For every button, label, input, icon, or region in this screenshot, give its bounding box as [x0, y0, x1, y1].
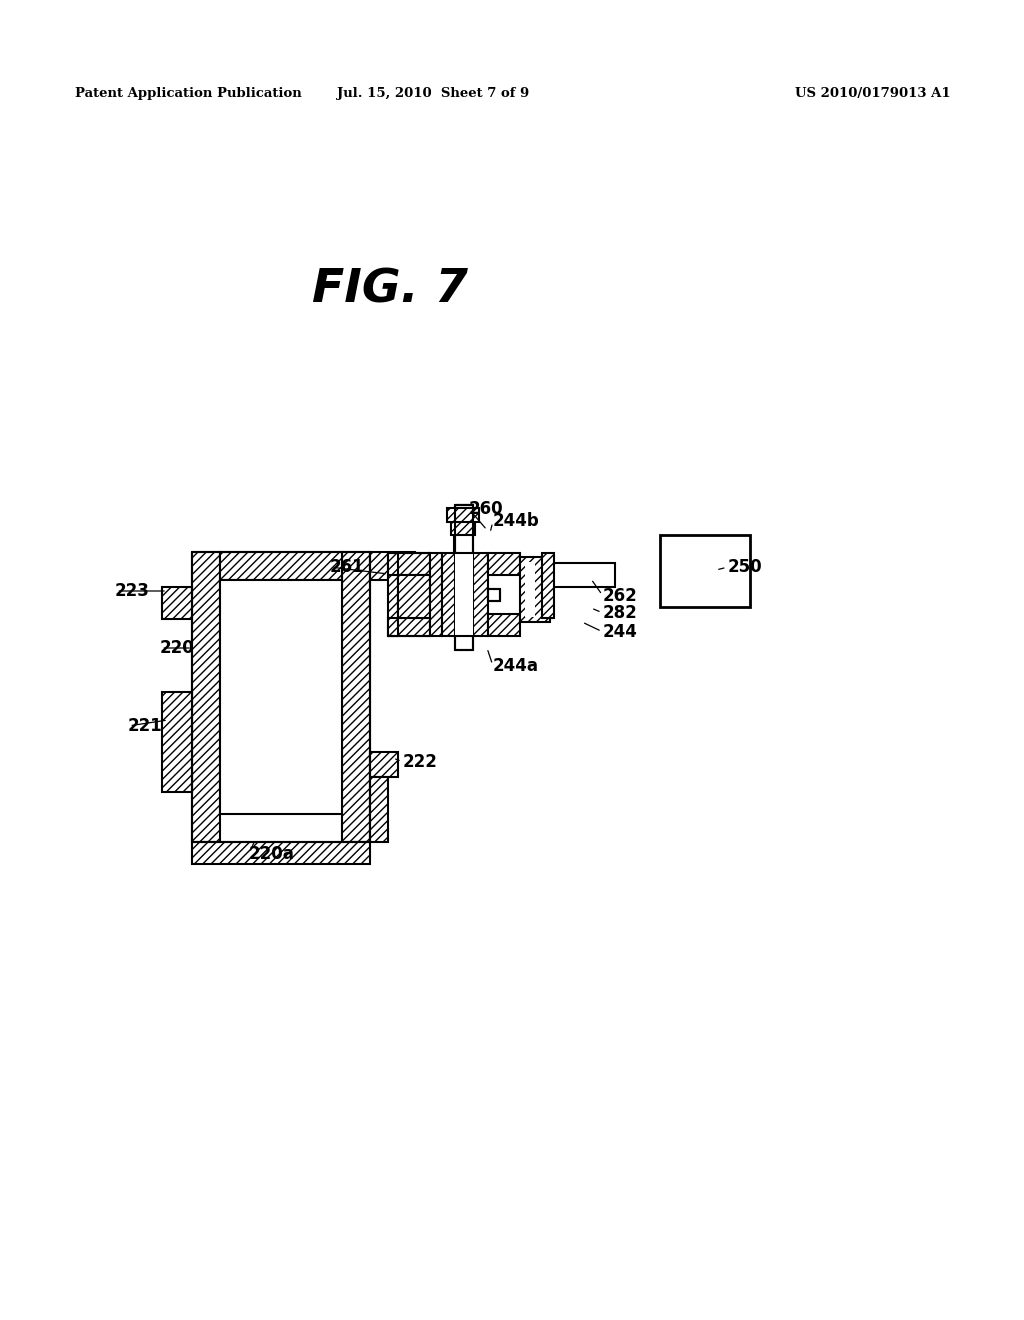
- Text: 261: 261: [330, 558, 365, 576]
- Bar: [162, 692, 193, 792]
- Text: 260: 260: [469, 500, 504, 517]
- Text: 244a: 244a: [493, 657, 539, 675]
- Text: Patent Application Publication: Patent Application Publication: [75, 87, 302, 99]
- Bar: [454, 525, 472, 554]
- Text: 250: 250: [728, 558, 763, 576]
- Bar: [388, 618, 430, 636]
- Bar: [488, 589, 500, 601]
- Text: 262: 262: [603, 587, 638, 605]
- Bar: [398, 576, 430, 618]
- Bar: [193, 552, 220, 842]
- Text: US 2010/0179013 A1: US 2010/0179013 A1: [795, 87, 950, 99]
- Bar: [430, 553, 442, 636]
- Bar: [220, 552, 342, 579]
- Text: FIG. 7: FIG. 7: [312, 268, 468, 313]
- Bar: [525, 562, 535, 616]
- Bar: [220, 579, 342, 814]
- Bar: [388, 553, 398, 636]
- Bar: [342, 552, 370, 842]
- Bar: [442, 553, 458, 636]
- Bar: [370, 752, 398, 777]
- Bar: [447, 508, 479, 521]
- Text: 244b: 244b: [493, 512, 540, 531]
- Text: 220a: 220a: [249, 845, 295, 863]
- Bar: [542, 553, 554, 618]
- Bar: [550, 564, 615, 587]
- Text: 221: 221: [128, 717, 163, 735]
- Bar: [488, 614, 520, 636]
- Text: 222: 222: [403, 752, 438, 771]
- Text: Jul. 15, 2010  Sheet 7 of 9: Jul. 15, 2010 Sheet 7 of 9: [337, 87, 529, 99]
- Bar: [388, 553, 430, 576]
- Text: 223: 223: [115, 582, 150, 601]
- Bar: [520, 557, 550, 622]
- Text: 220: 220: [160, 639, 195, 657]
- Bar: [193, 842, 370, 865]
- Bar: [458, 506, 468, 527]
- Bar: [455, 553, 473, 636]
- Bar: [370, 552, 415, 579]
- Bar: [488, 553, 520, 576]
- Text: 244: 244: [603, 623, 638, 642]
- Bar: [451, 520, 475, 535]
- Bar: [472, 553, 488, 636]
- Bar: [370, 777, 388, 842]
- Bar: [162, 587, 193, 619]
- Bar: [455, 506, 473, 649]
- Text: 282: 282: [603, 605, 638, 622]
- Bar: [660, 535, 750, 607]
